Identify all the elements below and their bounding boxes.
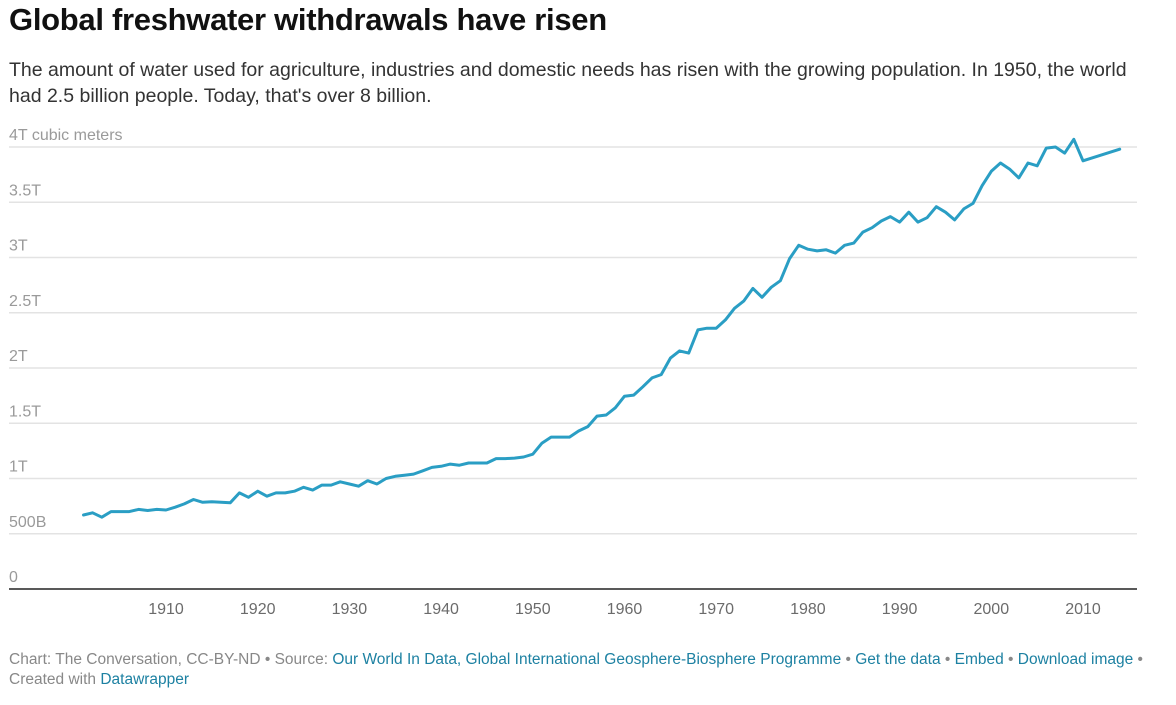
gridlines [9, 146, 1137, 535]
series-line-freshwater-withdrawals [82, 137, 1122, 519]
x-tick-label: 2000 [974, 601, 1010, 618]
x-tick-label: 1910 [148, 601, 184, 618]
chart-subtitle: The amount of water used for agriculture… [9, 59, 1127, 107]
y-tick-label: 2.5T [9, 293, 41, 310]
datawrapper-link[interactable]: Datawrapper [100, 671, 190, 688]
x-tick-label: 1960 [607, 601, 643, 618]
y-tick-label: 0 [9, 569, 18, 586]
embed-link[interactable]: Embed [954, 651, 1004, 668]
y-tick-label: 1T [9, 459, 28, 476]
x-tick-label: 1940 [423, 601, 459, 618]
x-tick-label: 1970 [698, 601, 734, 618]
footer-separator: • [1003, 651, 1018, 668]
x-tick-label: 1930 [332, 601, 368, 618]
chart-footer: Chart: The Conversation, CC-BY-ND • Sour… [9, 650, 1149, 690]
line-chart: 0 500B 1T 1.5T 2T 2.5T 3T 3.5T 4T cubic meters 1… [9, 127, 1137, 618]
y-tick-label: 500B [9, 514, 46, 531]
x-tick-label: 1920 [240, 601, 276, 618]
source-link[interactable]: Our World In Data, Global International … [332, 651, 842, 668]
chart-title: Global freshwater withdrawals have risen [9, 2, 607, 37]
y-tick-label: 2T [9, 348, 28, 365]
footer-separator: • Created with [9, 651, 1143, 688]
x-tick-label: 1980 [790, 601, 826, 618]
x-tick-label: 2010 [1065, 601, 1101, 618]
x-tick-label: 1950 [515, 601, 551, 618]
y-tick-label: 3T [9, 238, 28, 255]
y-tick-label: 3.5T [9, 182, 41, 199]
chart-credit: Chart: The Conversation, CC-BY-ND [9, 651, 261, 668]
y-tick-label: 1.5T [9, 403, 41, 420]
x-tick-label: 1990 [882, 601, 918, 618]
get-the-data-link[interactable]: Get the data [855, 651, 941, 668]
y-tick-label: 4T cubic meters [9, 127, 123, 144]
footer-separator: • Source: [260, 651, 333, 668]
download-image-link[interactable]: Download image [1017, 651, 1134, 668]
y-axis-ticks: 0 500B 1T 1.5T 2T 2.5T 3T 3.5T 4T cubic meters [9, 127, 123, 586]
footer-separator: • [940, 651, 955, 668]
footer-separator: • [841, 651, 856, 668]
x-axis-ticks: 1910 1920 1930 1940 1950 1960 1970 1980 1990 2000… [148, 601, 1101, 618]
